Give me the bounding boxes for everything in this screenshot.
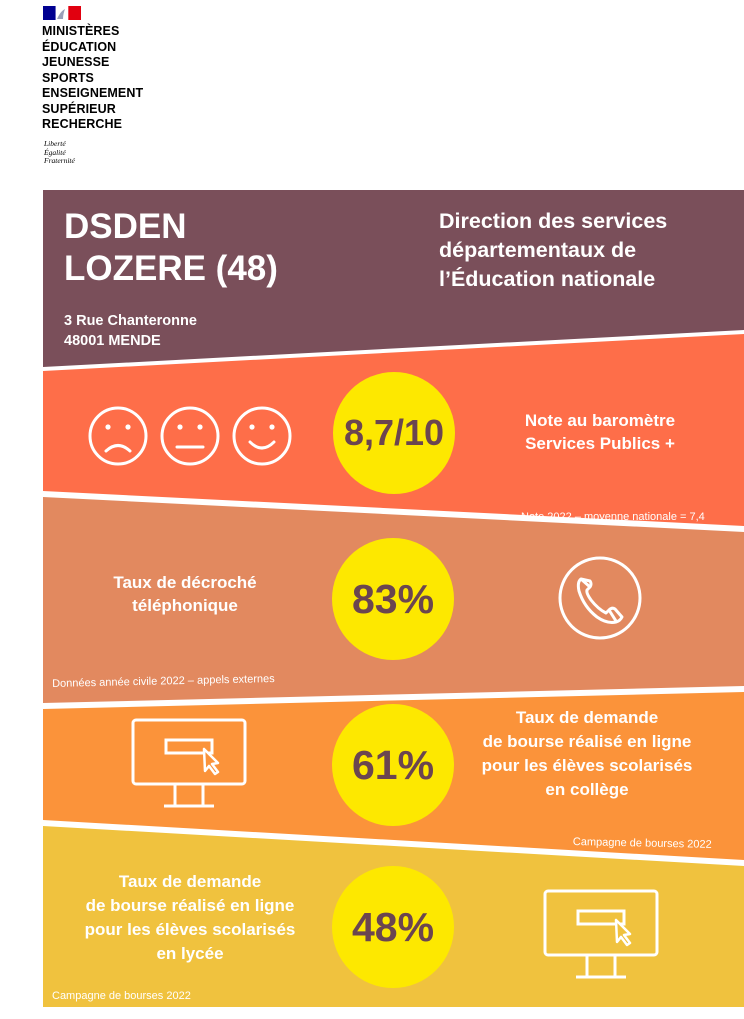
- lycee-value: 48%: [332, 866, 454, 988]
- rating-note: Note 2022 – moyenne nationale = 7,4: [521, 511, 705, 523]
- address: 3 Rue Chanteronne 48001 MENDE: [64, 311, 197, 351]
- label-line: téléphonique: [132, 596, 238, 615]
- label-line: de bourse réalisé en ligne: [85, 896, 295, 915]
- subtitle-line: l’Éducation nationale: [439, 267, 656, 291]
- label-line: en collège: [545, 780, 629, 799]
- ministry-line: SPORTS: [42, 70, 94, 85]
- ministry-line: MINISTÈRES: [42, 24, 120, 38]
- motto-line: Fraternité: [44, 156, 75, 165]
- college-label: Taux de demande de bourse réalisé en lig…: [457, 706, 717, 802]
- label-line: pour les élèves scolarisés: [481, 756, 693, 775]
- label-line: en lycée: [156, 944, 224, 963]
- ministry-name: MINISTÈRES ÉDUCATION JEUNESSE SPORTS ENS…: [42, 24, 143, 133]
- subtitle-line: départementaux de: [439, 238, 637, 262]
- ministry-line: RECHERCHE: [42, 117, 123, 131]
- satisfaction-faces: [88, 406, 292, 466]
- happy-face-icon: [232, 406, 292, 466]
- label-line: Note au baromètre: [524, 411, 676, 430]
- phone-label: Taux de décroché téléphonique: [60, 571, 310, 617]
- ministry-line: SUPÉRIEUR: [42, 101, 116, 116]
- subtitle-line: Direction des services: [439, 209, 668, 233]
- motto-line: Liberté: [44, 139, 66, 148]
- phone-icon: [558, 556, 642, 640]
- label-line: pour les élèves scolarisés: [84, 920, 296, 939]
- ministry-line: ÉDUCATION: [42, 39, 117, 54]
- label-line: Taux de demande: [118, 872, 262, 891]
- ministry-line: JEUNESSE: [42, 55, 110, 69]
- sad-face-icon: [88, 406, 148, 466]
- marianne-flag-logo: [43, 6, 81, 20]
- address-line: 48001 MENDE: [64, 333, 161, 349]
- phone-value: 83%: [332, 538, 454, 660]
- page-title: DSDEN LOZERE (48): [64, 206, 278, 290]
- title-line: DSDEN: [64, 207, 187, 246]
- neutral-face-icon: [160, 406, 220, 466]
- computer-icon: [131, 718, 247, 808]
- lycee-note: Campagne de bourses 2022: [52, 990, 191, 1002]
- republic-motto: Liberté Égalité Fraternité: [44, 139, 75, 166]
- ministry-line: ENSEIGNEMENT: [42, 86, 144, 100]
- motto-line: Égalité: [44, 147, 66, 157]
- title-line: LOZERE (48): [64, 249, 278, 288]
- header-subtitle: Direction des services départementaux de…: [439, 207, 667, 294]
- rating-value: 8,7/10: [333, 372, 455, 494]
- college-value: 61%: [332, 704, 454, 826]
- computer-icon: [543, 889, 659, 979]
- label-line: Taux de demande: [515, 708, 659, 727]
- lycee-label: Taux de demande de bourse réalisé en lig…: [55, 870, 325, 966]
- label-line: Taux de décroché: [113, 573, 257, 592]
- label-line: de bourse réalisé en ligne: [482, 732, 692, 751]
- address-line: 3 Rue Chanteronne: [64, 313, 197, 329]
- label-line: Services Publics +: [525, 434, 675, 453]
- header-band: [43, 190, 744, 367]
- rating-label: Note au baromètre Services Publics +: [480, 409, 720, 455]
